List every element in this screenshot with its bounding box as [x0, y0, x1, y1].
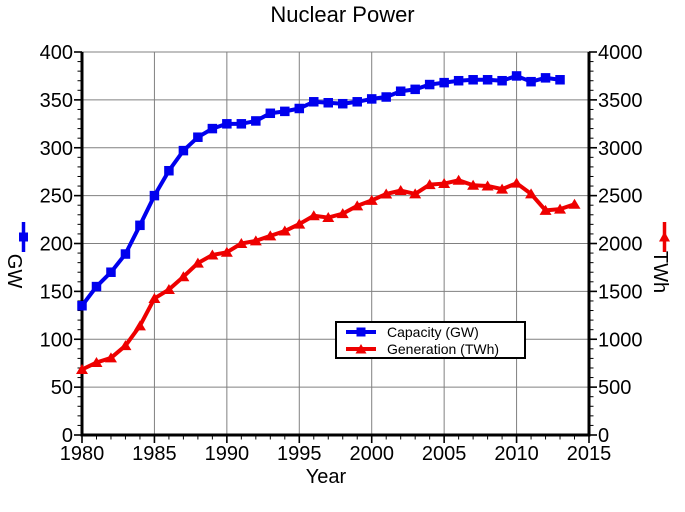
svg-text:1990: 1990 — [205, 443, 250, 465]
svg-text:0: 0 — [598, 425, 609, 447]
svg-text:1980: 1980 — [60, 443, 105, 465]
legend-label-capacity: Capacity (GW) — [387, 323, 479, 340]
svg-text:2500: 2500 — [598, 186, 643, 208]
capacity-axis-marker-icon — [19, 222, 28, 252]
svg-text:3500: 3500 — [598, 90, 643, 112]
svg-text:100: 100 — [40, 329, 73, 351]
chart-title: Nuclear Power — [270, 2, 415, 27]
generation-axis-marker-icon — [659, 222, 670, 252]
svg-text:2005: 2005 — [422, 443, 467, 465]
svg-text:1995: 1995 — [277, 443, 322, 465]
svg-text:200: 200 — [40, 234, 73, 256]
capacity-legend-swatch-icon — [346, 327, 376, 336]
svg-text:500: 500 — [598, 377, 631, 399]
svg-text:3000: 3000 — [598, 138, 643, 160]
svg-text:2015: 2015 — [567, 443, 612, 465]
y-axis-left-label: GW — [3, 253, 25, 289]
svg-text:150: 150 — [40, 281, 73, 303]
svg-text:1500: 1500 — [598, 281, 643, 303]
legend-item-generation: Generation (TWh) — [337, 340, 524, 357]
svg-text:4000: 4000 — [598, 42, 643, 64]
y-axis-right-label: TWh — [649, 250, 671, 294]
svg-text:300: 300 — [40, 138, 73, 160]
svg-text:1985: 1985 — [132, 443, 177, 465]
svg-text:2000: 2000 — [598, 234, 643, 256]
svg-text:0: 0 — [62, 425, 73, 447]
x-axis-label: Year — [305, 466, 347, 488]
svg-text:400: 400 — [40, 42, 73, 64]
legend: Capacity (GW) Generation (TWh) — [335, 321, 526, 359]
svg-text:2010: 2010 — [494, 443, 539, 465]
legend-item-capacity: Capacity (GW) — [337, 323, 524, 340]
svg-text:1000: 1000 — [598, 329, 643, 351]
legend-label-generation: Generation (TWh) — [387, 340, 500, 357]
svg-text:2000: 2000 — [349, 443, 394, 465]
svg-text:350: 350 — [40, 90, 73, 112]
svg-text:250: 250 — [40, 186, 73, 208]
generation-legend-swatch-icon — [346, 343, 376, 353]
svg-text:50: 50 — [51, 377, 73, 399]
